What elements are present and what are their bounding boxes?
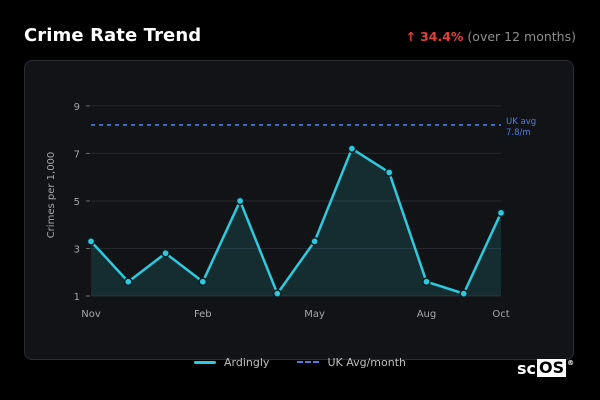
legend-item-series[interactable]: Ardingly: [194, 356, 269, 369]
data-point: [422, 277, 431, 287]
page-title: Crime Rate Trend: [24, 25, 202, 46]
benchmark-label: 7.8/m: [506, 128, 531, 138]
y-tick-label: 9: [74, 102, 80, 113]
y-tick-label: 7: [74, 149, 80, 160]
legend-label-series: Ardingly: [224, 355, 270, 369]
change-indicator: ↑ 34.4% (over 12 months): [406, 29, 576, 44]
data-point: [273, 289, 282, 298]
data-point: [86, 236, 96, 246]
data-point: [123, 277, 133, 287]
series-line: [90, 147, 503, 295]
data-point: [161, 248, 170, 258]
data-point: [198, 277, 208, 287]
change-value: 34.4%: [420, 29, 464, 44]
brand-box: OS: [537, 358, 567, 377]
change-note: (over 12 months): [467, 29, 576, 44]
x-tick-label: Oct: [492, 309, 509, 320]
legend-item-benchmark[interactable]: UK Avg/month: [297, 356, 406, 369]
legend-label-benchmark: UK Avg/month: [327, 355, 406, 369]
series-area: [91, 148, 501, 296]
data-point: [235, 196, 245, 206]
data-point: [459, 289, 469, 298]
legend-swatch-benchmark: [297, 361, 320, 363]
data-point: [310, 236, 319, 246]
y-tick-label: 1: [74, 292, 80, 303]
x-tick-label: Feb: [194, 309, 212, 320]
brand-logo: sc OS ®: [517, 358, 575, 379]
brand-text: sc: [517, 359, 537, 378]
x-tick-label: May: [304, 309, 325, 320]
change-arrow: ↑: [405, 29, 417, 44]
y-axis-label: Crimes per 1,000: [46, 152, 57, 239]
data-point: [496, 208, 506, 218]
x-tick-label: Aug: [417, 309, 437, 320]
legend: Ardingly UK Avg/month: [0, 354, 600, 370]
benchmark-label: UK avg: [506, 117, 536, 127]
data-point: [384, 168, 394, 177]
chart-card: [24, 60, 574, 360]
brand-reg: ®: [567, 359, 575, 367]
y-tick-label: 3: [74, 244, 80, 255]
x-tick-label: Nov: [81, 309, 101, 320]
y-tick-label: 5: [74, 197, 80, 208]
data-point: [347, 144, 357, 154]
legend-swatch-series: [194, 360, 217, 364]
